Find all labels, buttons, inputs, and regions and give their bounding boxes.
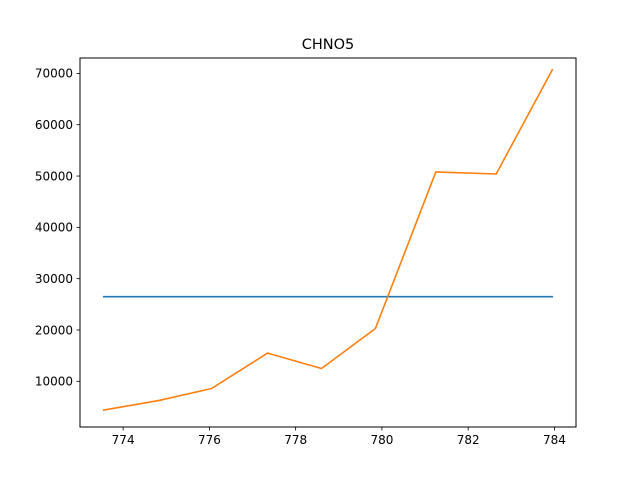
x-tick-label: 780: [370, 433, 393, 447]
x-tick-label: 774: [112, 433, 135, 447]
y-tick-label: 70000: [35, 67, 73, 81]
plot-area-frame: [79, 57, 577, 428]
x-tick-label: 776: [198, 433, 221, 447]
x-tick-label: 782: [457, 433, 480, 447]
y-tick-label: 40000: [35, 221, 73, 235]
y-tick-label: 30000: [35, 272, 73, 286]
series-layer: [102, 68, 554, 411]
y-tick-label: 10000: [35, 375, 73, 389]
axes-layer: 774 776 778 780 782 784 10000 20000 30000 40000 50…: [35, 67, 566, 447]
y-tick-label: 50000: [35, 169, 73, 183]
chart-title: CHNO5: [302, 37, 355, 53]
y-tick-label: 60000: [35, 118, 73, 132]
y-tick-label: 20000: [35, 323, 73, 337]
x-tick-label: 778: [284, 433, 307, 447]
x-tick-label: 784: [543, 433, 566, 447]
